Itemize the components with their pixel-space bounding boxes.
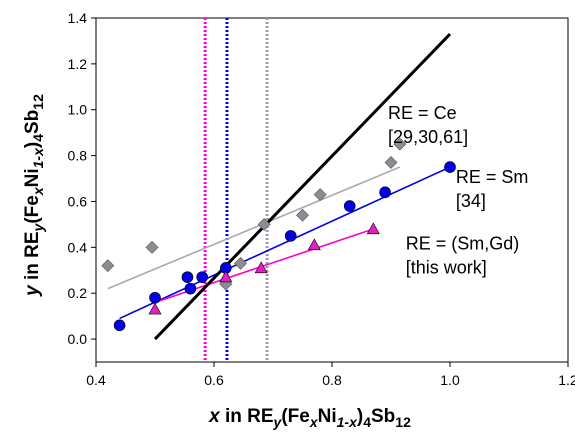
y-tick-label: 1.4	[68, 10, 88, 26]
annotation-label: RE = Ce	[388, 103, 457, 123]
data-point-triangle	[148, 302, 162, 315]
data-point-diamond	[234, 256, 247, 270]
data-point-circle	[196, 271, 208, 283]
series-fit-line	[107, 166, 401, 290]
y-tick-label: 0.0	[68, 331, 88, 347]
data-point-diamond	[257, 217, 271, 231]
x-tick-label: 0.8	[322, 372, 342, 388]
series-fit-line	[119, 166, 451, 320]
data-point-triangle	[219, 270, 233, 283]
tick-labels: 0.4 0.6 0.8 1.0 1.2 0.0 0.2 0.4 0.6 0.8 1.0 1.2 1.4	[68, 10, 575, 388]
annotation-label: [29,30,61]	[388, 127, 468, 147]
x-tick-label: 0.4	[86, 372, 106, 388]
data-point-circle	[444, 161, 456, 173]
y-axis-title: y in REy(FexNi1-x)4Sb12	[22, 94, 46, 297]
y-tick-label: 0.2	[68, 285, 88, 301]
data-point-triangle	[254, 261, 268, 274]
plot-area	[91, 17, 569, 367]
data-point-circle	[343, 200, 356, 212]
data-point-diamond	[384, 156, 398, 169]
annotation-label: [this work]	[406, 258, 487, 278]
x-tick-label: 1.2	[558, 372, 575, 388]
data-point-diamond	[101, 259, 115, 273]
data-point-diamond	[393, 137, 407, 151]
y-tick-label: 0.8	[68, 148, 88, 164]
data-point-diamond	[145, 240, 159, 254]
annotation-label: RE = Sm	[456, 167, 529, 187]
data-point-diamond	[296, 208, 309, 222]
data-point-triangle	[307, 238, 321, 251]
data-point-circle	[184, 282, 197, 295]
data-point-circle	[113, 319, 126, 332]
y-tick-label: 0.6	[68, 193, 88, 209]
annotations: RE = Ce [29,30,61] RE = Sm [34] RE = (Sm,Gd)…	[388, 103, 528, 278]
annotation-label: RE = (Sm,Gd)	[406, 234, 520, 254]
y-tick-label: 0.4	[68, 239, 88, 255]
data-point-diamond	[313, 188, 327, 202]
data-point-circle	[284, 230, 297, 242]
plot-frame	[95, 17, 569, 363]
y-tick-label: 1.2	[68, 56, 88, 72]
x-tick-label: 1.0	[440, 372, 460, 388]
x-axis-title: x in REy(FexNi1-x)4Sb12	[208, 406, 411, 430]
x-tick-label: 0.6	[204, 372, 224, 388]
annotation-label: [34]	[456, 191, 486, 211]
data-point-circle	[379, 186, 391, 199]
y-tick-label: 1.0	[68, 102, 88, 118]
data-point-triangle	[366, 222, 380, 235]
data-point-circle	[149, 291, 161, 304]
trend-line	[153, 33, 452, 341]
data-point-circle	[181, 271, 194, 283]
